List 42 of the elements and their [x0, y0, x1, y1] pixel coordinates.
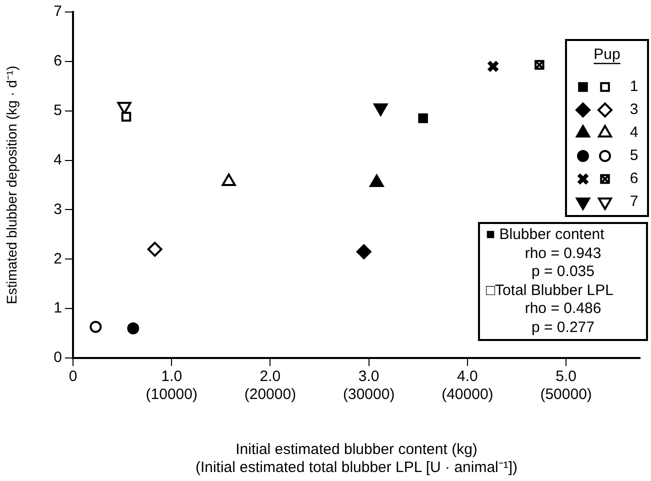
y-tick-label: 7 — [54, 3, 62, 20]
y-tick-label: 6 — [54, 52, 62, 70]
annotation: p = 0.035 — [530, 263, 596, 282]
annotation: rho = 0.943 — [524, 244, 602, 263]
x-tick-label: 3.0 — [358, 368, 380, 386]
legend-label: 5 — [630, 147, 638, 164]
x2-axis-title: (Initial estimated total blubber LPL [U · animal⁻¹]) — [195, 459, 518, 476]
y-tick-label: 3 — [54, 200, 62, 218]
point — [486, 60, 500, 73]
legend-title: Pup — [594, 46, 620, 64]
y-axis-title: Estimated blubber deposition (kg · d⁻¹) — [3, 66, 20, 304]
x-tick-label: 0 — [68, 368, 78, 386]
point — [121, 112, 132, 122]
x2-tick-label: (30000) — [342, 386, 395, 404]
point — [356, 244, 372, 260]
point — [147, 242, 162, 257]
x-tick-label: 5.0 — [556, 368, 576, 386]
annotation: p = 0.277 — [530, 318, 596, 337]
point — [90, 320, 102, 333]
x2-tick-label: (50000) — [540, 386, 592, 404]
y-tick-label: 4 — [54, 151, 62, 168]
y-tick-label: 2 — [54, 250, 62, 268]
x-tick-label: 1.0 — [161, 368, 182, 386]
point — [418, 113, 428, 124]
legend-label: 4 — [630, 124, 638, 142]
x-tick-label: 4.0 — [457, 368, 478, 386]
annotation: ■ Blubber content — [485, 226, 606, 244]
x2-tick-label: (40000) — [442, 386, 494, 404]
x2-tick-label: (20000) — [244, 386, 296, 404]
point — [127, 322, 140, 334]
x2-tick-label: (10000) — [146, 386, 198, 404]
legend-label: 7 — [630, 193, 638, 210]
y-tick-label: 1 — [54, 300, 62, 317]
annotation: □Total Blubber LPL — [485, 282, 614, 300]
y-tick-label: 5 — [54, 102, 62, 119]
x-tick-label: 2.0 — [260, 368, 281, 386]
legend-label: 1 — [630, 78, 638, 96]
y-tick-label: 0 — [54, 349, 62, 366]
legend-label: 6 — [630, 170, 638, 188]
annotation: rho = 0.486 — [524, 300, 602, 318]
x-axis-title: Initial estimated blubber content (kg) — [236, 441, 478, 458]
legend-label: 3 — [630, 101, 638, 118]
